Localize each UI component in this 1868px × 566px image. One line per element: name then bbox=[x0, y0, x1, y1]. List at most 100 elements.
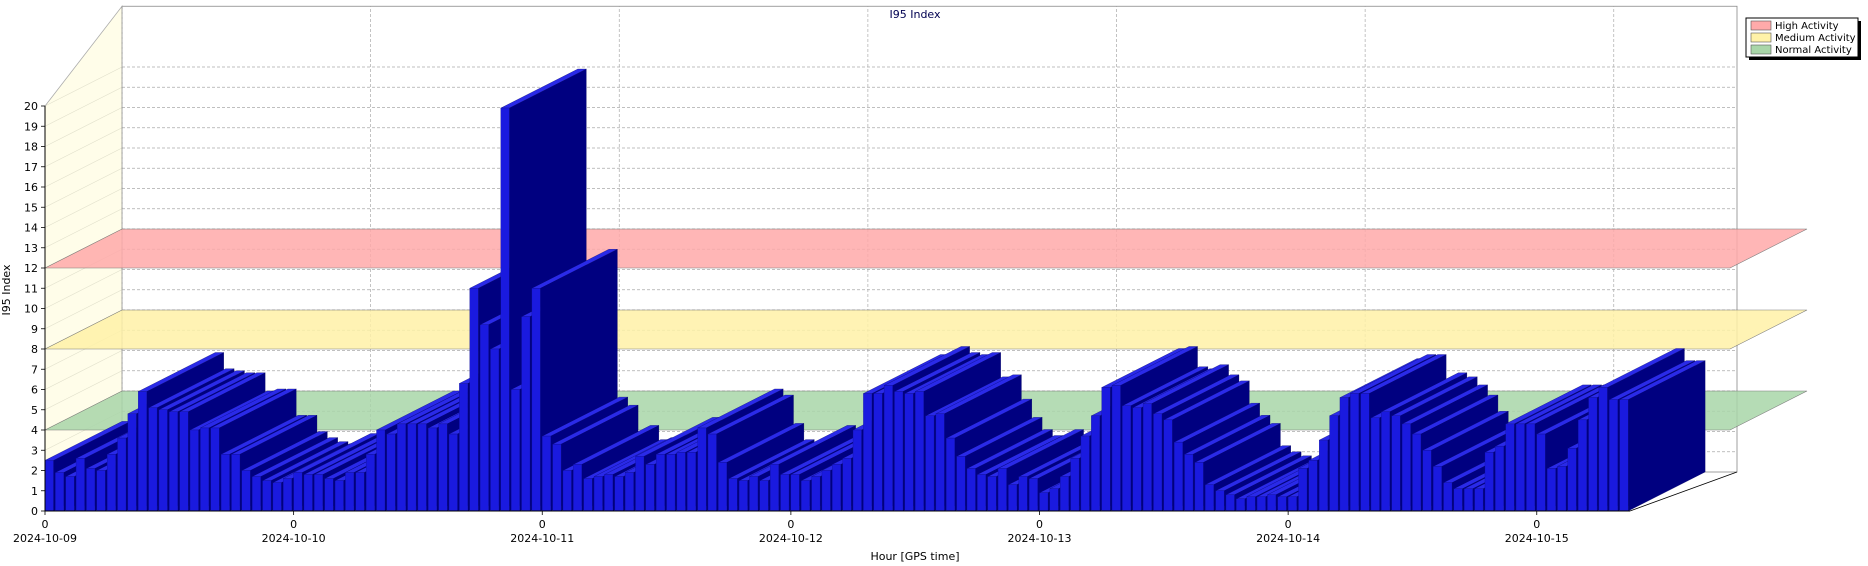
bar-front bbox=[148, 407, 158, 512]
bar-front bbox=[1319, 439, 1328, 512]
bar-front bbox=[158, 409, 168, 512]
bar-front bbox=[759, 480, 769, 512]
legend-label-normal: Normal Activity bbox=[1775, 45, 1852, 56]
bar-front bbox=[1163, 419, 1173, 512]
bar-front bbox=[1598, 387, 1608, 512]
bar-front bbox=[1381, 411, 1391, 512]
x-tick-hour: 0 bbox=[1036, 518, 1043, 531]
bar-front bbox=[935, 413, 945, 512]
bar-front bbox=[200, 427, 210, 512]
bar-front bbox=[604, 474, 614, 512]
bar-front bbox=[262, 480, 272, 512]
bar-front bbox=[1567, 448, 1577, 512]
bar-front bbox=[376, 429, 386, 512]
bar-front bbox=[127, 413, 137, 512]
bar-front bbox=[1308, 460, 1318, 512]
bar-front bbox=[272, 482, 282, 512]
bar-front bbox=[894, 391, 904, 512]
bar-front bbox=[770, 464, 779, 512]
bar-front bbox=[624, 472, 634, 512]
bar-front bbox=[1039, 492, 1049, 512]
bar-front bbox=[117, 437, 127, 512]
bar-front bbox=[562, 470, 572, 512]
bar-front bbox=[220, 454, 230, 512]
bar-front bbox=[1184, 454, 1194, 512]
bar-front bbox=[915, 391, 924, 512]
y-tick-label: 13 bbox=[24, 242, 38, 255]
bar-front bbox=[314, 474, 323, 512]
bar-front bbox=[1008, 484, 1018, 512]
legend-label-medium: Medium Activity bbox=[1775, 33, 1856, 44]
x-tick-date: 2024-10-13 bbox=[1008, 532, 1072, 545]
bar-front bbox=[490, 348, 500, 512]
bar-front bbox=[1474, 488, 1484, 512]
bar-front bbox=[1619, 399, 1629, 512]
bar-front bbox=[138, 391, 147, 512]
bar-front bbox=[614, 476, 624, 512]
bar-front bbox=[1422, 450, 1432, 512]
bar-front bbox=[873, 393, 883, 512]
bar-front bbox=[283, 478, 292, 512]
y-tick-label: 3 bbox=[31, 444, 38, 457]
bar-front bbox=[666, 454, 676, 512]
y-tick-label: 5 bbox=[31, 404, 38, 417]
bar-front bbox=[169, 411, 178, 512]
y-tick-label: 12 bbox=[24, 262, 38, 275]
chart-title: I95 Index bbox=[889, 8, 941, 21]
bar-front bbox=[1236, 498, 1245, 512]
bar-front bbox=[1256, 496, 1266, 512]
bar-front bbox=[500, 107, 510, 512]
bar-front bbox=[863, 393, 873, 512]
bar-front bbox=[1111, 385, 1121, 512]
y-tick-label: 17 bbox=[24, 161, 38, 174]
bar-front bbox=[1505, 423, 1515, 512]
bar-front bbox=[1609, 399, 1618, 512]
bar-front bbox=[801, 480, 810, 512]
y-tick-label: 19 bbox=[24, 120, 38, 133]
bar-front bbox=[1495, 446, 1504, 512]
bar-front bbox=[96, 470, 106, 512]
x-tick-hour: 0 bbox=[1285, 518, 1292, 531]
x-tick-hour: 0 bbox=[42, 518, 49, 531]
bar-front bbox=[1360, 393, 1370, 512]
bar-front bbox=[542, 435, 551, 512]
bar-front bbox=[1246, 496, 1256, 512]
band-plane bbox=[44, 309, 1808, 350]
bar-front bbox=[697, 427, 707, 512]
bar-series bbox=[44, 68, 1706, 512]
bar-front bbox=[790, 474, 800, 512]
y-tick-label: 9 bbox=[31, 323, 38, 336]
bar-front bbox=[1080, 435, 1090, 512]
y-tick-label: 8 bbox=[31, 343, 38, 356]
y-tick-label: 20 bbox=[24, 100, 38, 113]
bar-front bbox=[573, 464, 582, 512]
y-tick-label: 2 bbox=[31, 465, 38, 478]
bar-front bbox=[397, 423, 406, 512]
bar-front bbox=[821, 470, 831, 512]
legend-swatch-medium bbox=[1750, 32, 1772, 43]
bar-front bbox=[1546, 468, 1556, 512]
bar-front bbox=[997, 468, 1007, 512]
bar-front bbox=[511, 389, 520, 512]
bar-front bbox=[65, 476, 75, 512]
bar-front bbox=[1443, 482, 1453, 512]
bar-front bbox=[1142, 403, 1152, 512]
bar-front bbox=[86, 468, 96, 512]
bar-front bbox=[210, 427, 220, 512]
y-axis-label: I95 Index bbox=[0, 264, 13, 316]
bar-front bbox=[645, 464, 655, 512]
bar-front bbox=[1091, 415, 1100, 512]
bar-front bbox=[946, 437, 955, 512]
x-axis-ticks: 02024-10-0902024-10-1002024-10-1102024-1… bbox=[13, 511, 1569, 545]
band-plane bbox=[44, 228, 1808, 269]
bar-front bbox=[676, 452, 686, 512]
bar-front bbox=[345, 472, 355, 512]
bar-front bbox=[459, 383, 469, 512]
bar-front bbox=[832, 464, 841, 512]
bar-front bbox=[1588, 397, 1598, 512]
bar-front bbox=[334, 480, 344, 512]
bar-front bbox=[883, 385, 893, 512]
bar-front bbox=[593, 476, 603, 512]
bar-front bbox=[728, 478, 738, 512]
y-tick-label: 14 bbox=[24, 222, 38, 235]
